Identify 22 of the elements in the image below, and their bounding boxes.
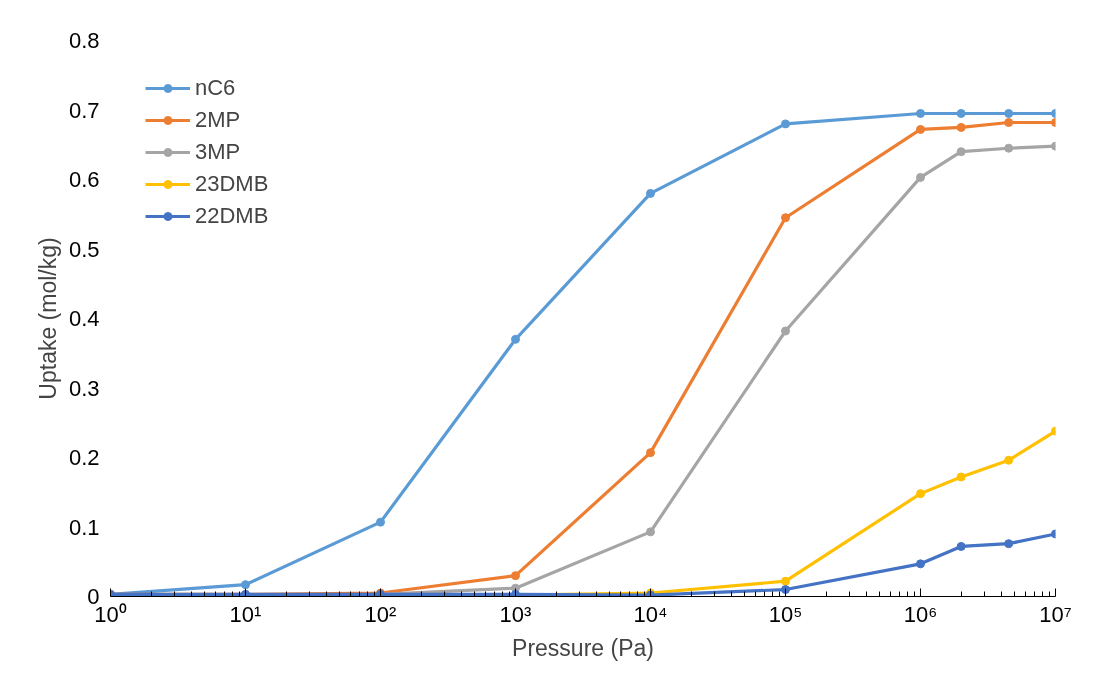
y-tick-label: 0.3 [68,375,100,401]
x-axis-title: Pressure (Pa) [512,634,654,661]
x-tick-label: 10² [364,601,397,627]
x-tick-label: 10⁵ [768,601,803,627]
y-tick-label: 0.2 [68,445,100,470]
y-tick-label: 0.5 [68,236,100,262]
x-tick-label: 10¹ [229,601,262,627]
legend-label: nC6 [195,75,236,101]
x-tick-label: 10⁶ [903,601,938,627]
x-tick-label: 10³ [499,601,532,627]
legend-label: 2MP [195,107,241,133]
y-tick-label: 0.7 [68,97,100,123]
legend-label: 3MP [195,139,241,165]
x-tick-label: 10⁷ [1039,601,1072,627]
y-axis-title: Uptake (mol/kg) [34,237,61,400]
y-tick-label: 0.4 [68,306,100,331]
legend-label: 22DMB [195,203,269,229]
x-tick-label: 10⁴ [633,601,668,627]
legend-label: 23DMB [195,171,269,197]
y-tick-label: 0.6 [68,167,100,192]
y-tick-label: 0.8 [68,28,100,53]
y-tick-label: 0.1 [68,514,100,540]
